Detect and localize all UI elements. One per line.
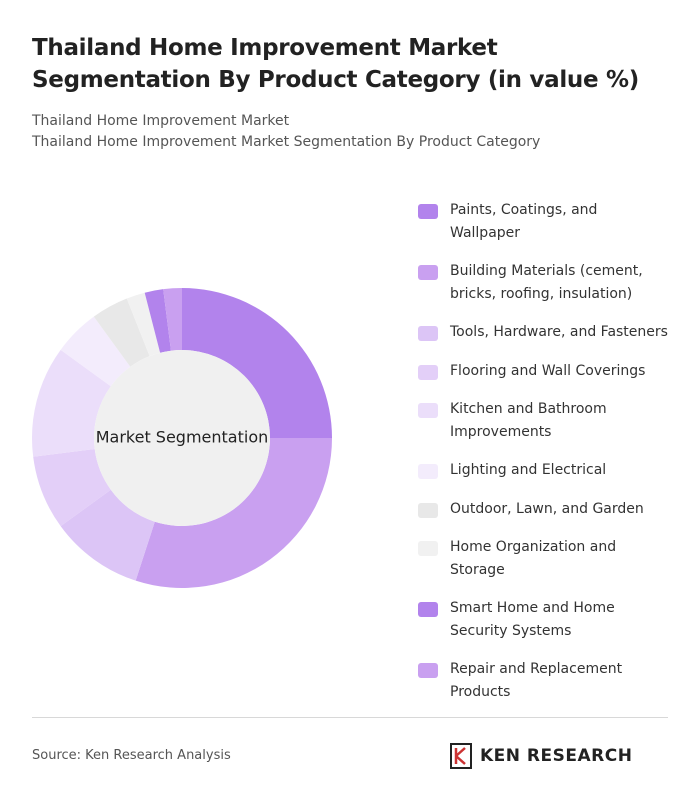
legend-label: Paints, Coatings, and Wallpaper	[450, 202, 598, 241]
legend-item: Repair and Replacement Products	[418, 658, 678, 703]
donut-slice	[60, 489, 155, 581]
chart: Market Segmentation	[32, 288, 332, 588]
legend-swatch	[418, 265, 438, 280]
legend-item: Smart Home and Home Security Systems	[418, 597, 678, 642]
legend-label: Building Materials (cement, bricks, roof…	[450, 263, 643, 302]
logo-icon	[450, 743, 472, 769]
legend-swatch	[418, 602, 438, 617]
legend-swatch	[418, 663, 438, 678]
legend-item: Tools, Hardware, and Fasteners	[418, 321, 678, 344]
legend-label: Outdoor, Lawn, and Garden	[450, 500, 644, 517]
legend-item: Kitchen and Bathroom Improvements	[418, 398, 678, 443]
legend-item: Home Organization and Storage	[418, 536, 678, 581]
legend-label: Smart Home and Home Security Systems	[450, 600, 615, 639]
legend: Paints, Coatings, and Wallpaper Building …	[418, 199, 678, 703]
legend-item: Outdoor, Lawn, and Garden	[418, 498, 678, 521]
legend-label: Repair and Replacement Products	[450, 661, 623, 700]
divider	[32, 717, 668, 718]
legend-swatch	[418, 326, 438, 341]
brand-name: KEN RESEARCH	[480, 746, 633, 766]
legend-swatch	[418, 464, 438, 479]
legend-item: Flooring and Wall Coverings	[418, 360, 678, 383]
donut-slice	[60, 316, 131, 387]
legend-label: Tools, Hardware, and Fasteners	[450, 324, 668, 340]
legend-swatch	[418, 403, 438, 418]
subtitle: Thailand Home Improvement Market Segment…	[32, 134, 541, 150]
donut-hole	[94, 350, 270, 526]
source: Source: Ken Research Analysis	[32, 748, 231, 763]
legend-swatch	[418, 204, 438, 219]
donut-slice	[135, 438, 332, 588]
legend-label: Home Organization and Storage	[450, 539, 617, 578]
title: Thailand Home Improvement Market Segment…	[32, 35, 639, 93]
legend-label: Flooring and Wall Coverings	[450, 362, 646, 379]
legend-item: Lighting and Electrical	[418, 459, 678, 482]
subtitle: Thailand Home Improvement Market	[32, 113, 290, 129]
donut-slice	[93, 298, 150, 367]
legend-swatch	[418, 364, 438, 380]
legend-swatch	[418, 541, 438, 556]
donut-slice	[32, 349, 111, 457]
legend-item: Building Materials (cement, bricks, roof…	[418, 260, 678, 305]
donut-slice	[33, 449, 111, 527]
legend-item: Paints, Coatings, and Wallpaper	[418, 199, 678, 244]
legend-label: Lighting and Electrical	[450, 462, 607, 478]
brand-logo: KEN RESEARCH	[450, 742, 632, 770]
center-label: Market Segmentation	[96, 428, 269, 447]
donut-slice	[126, 292, 161, 357]
donut-slice	[163, 288, 182, 351]
legend-label: Kitchen and Bathroom Improvements	[450, 401, 607, 440]
donut-slice	[144, 289, 171, 353]
legend-swatch	[418, 502, 438, 518]
donut-slice	[182, 288, 332, 438]
